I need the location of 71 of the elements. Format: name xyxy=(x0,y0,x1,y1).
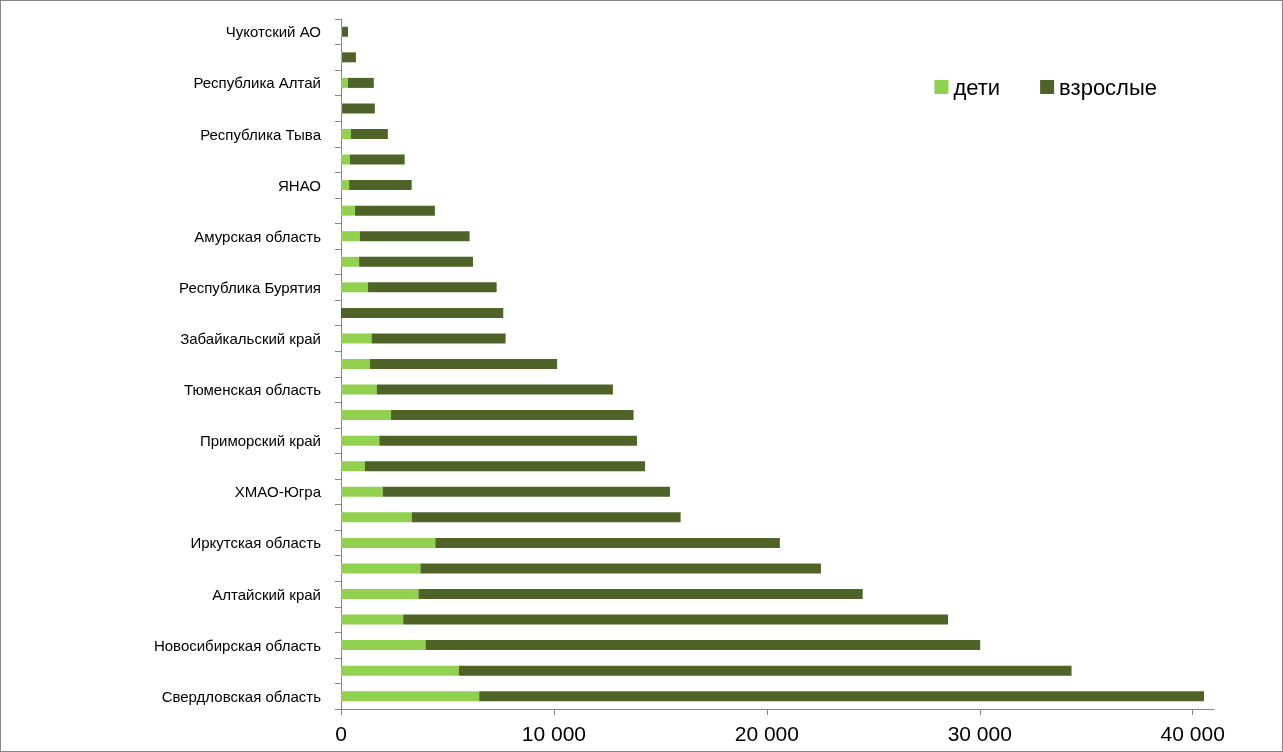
bar xyxy=(341,205,356,216)
bar xyxy=(479,691,1204,702)
bar xyxy=(458,665,1072,676)
bar xyxy=(349,180,412,191)
bar xyxy=(376,384,613,395)
bar xyxy=(341,384,377,395)
y-tick-label: Приморский край xyxy=(199,432,321,450)
bar xyxy=(371,333,506,344)
y-tick-label: Республика Бурятия xyxy=(179,278,321,296)
bar xyxy=(342,26,349,37)
bar xyxy=(379,435,637,446)
bar xyxy=(411,512,681,523)
y-tick-label: Амурская область xyxy=(194,227,322,245)
bar xyxy=(341,589,419,599)
bar xyxy=(341,77,349,88)
bar xyxy=(341,640,426,651)
bar xyxy=(341,282,369,293)
bar xyxy=(420,563,821,574)
x-tick-label: 0 xyxy=(335,722,347,745)
bar xyxy=(341,691,480,702)
bar xyxy=(341,129,352,139)
bar xyxy=(382,486,670,497)
bar xyxy=(369,359,558,369)
x-tick-label: 20 000 xyxy=(734,722,799,745)
bar xyxy=(342,52,356,63)
bar xyxy=(341,563,421,574)
y-tick-label: Алтайский край xyxy=(212,585,321,603)
y-tick-label: Свердловская область xyxy=(161,687,322,705)
x-tick-label: 40 000 xyxy=(1160,722,1225,745)
bar xyxy=(342,103,375,114)
y-tick-label: Тюменская область xyxy=(183,381,322,399)
bar xyxy=(341,333,372,344)
y-tick-label: Чукотский АО xyxy=(225,23,321,41)
bar xyxy=(341,486,383,497)
bar xyxy=(341,537,436,548)
bar xyxy=(341,512,412,523)
legend-label: дети xyxy=(953,74,1001,100)
bar xyxy=(359,231,470,242)
bar xyxy=(341,359,370,369)
y-tick-label: Республика Алтай xyxy=(193,74,321,92)
bar xyxy=(341,614,404,625)
bar xyxy=(418,589,863,599)
bar xyxy=(349,154,405,165)
x-tick-label: 10 000 xyxy=(521,722,587,745)
bar xyxy=(341,180,350,191)
x-tick-label: 30 000 xyxy=(947,722,1012,745)
bar xyxy=(435,537,780,548)
bar xyxy=(403,614,949,625)
bar xyxy=(359,256,474,267)
bar xyxy=(368,282,497,293)
bar xyxy=(341,256,360,267)
bar xyxy=(351,129,388,139)
y-tick-label: Забайкальский край xyxy=(180,329,321,347)
bar xyxy=(341,461,365,472)
bar xyxy=(341,154,350,165)
bar xyxy=(425,640,981,651)
bar xyxy=(355,205,435,216)
y-tick-label: Иркутская область xyxy=(190,534,322,552)
bar xyxy=(341,665,459,676)
bar xyxy=(341,410,392,421)
bar xyxy=(391,410,634,421)
bar xyxy=(341,307,504,318)
y-tick-label: Республика Тыва xyxy=(200,125,322,143)
bar xyxy=(341,231,360,242)
legend-label: взрослые xyxy=(1059,74,1158,100)
bar xyxy=(341,435,380,446)
bar xyxy=(364,461,646,472)
y-tick-label: ХМАО-Югра xyxy=(234,483,322,501)
y-tick-label: ЯНАО xyxy=(277,176,321,194)
y-tick-label: Новосибирская область xyxy=(153,636,322,654)
bar xyxy=(348,77,374,88)
